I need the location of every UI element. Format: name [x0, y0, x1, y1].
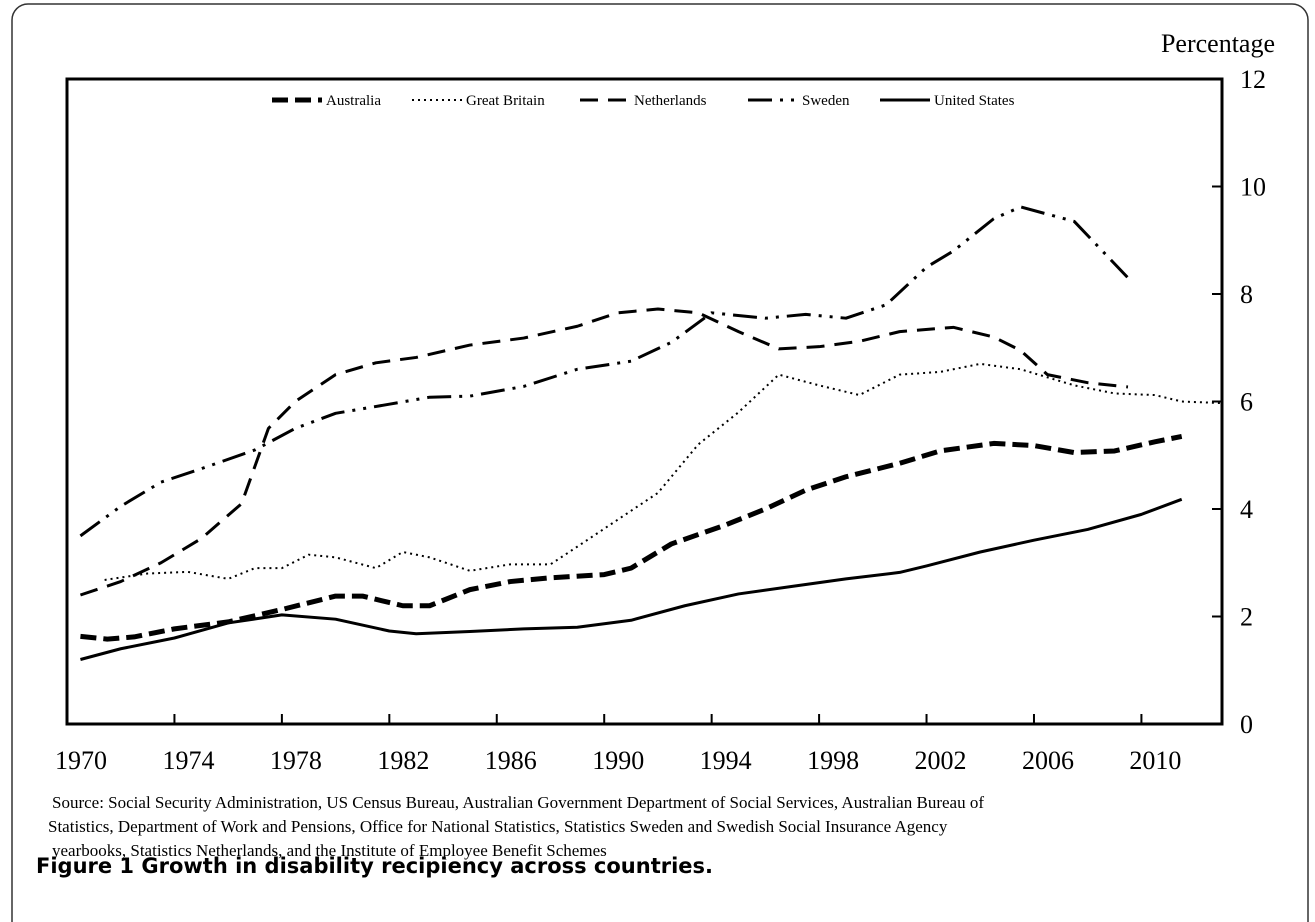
y-tick-label: 0 — [1240, 710, 1253, 739]
x-tick-label: 1986 — [485, 746, 537, 775]
y-tick-label: 12 — [1240, 65, 1266, 94]
x-tick-label: 2010 — [1129, 746, 1181, 775]
series-line — [80, 433, 1183, 642]
source-note: Statistics, Department of Work and Pensi… — [48, 817, 948, 836]
y-tick-label: 10 — [1240, 173, 1266, 202]
y-tick-label: 6 — [1240, 388, 1253, 417]
x-tick-label: 1990 — [592, 746, 644, 775]
x-tick-label: 1970 — [55, 746, 107, 775]
x-tick-label: 1974 — [162, 746, 214, 775]
legend-label: Sweden — [802, 93, 850, 109]
legend-label: United States — [934, 93, 1015, 109]
source-note: yearbooks, Statistics Netherlands, and t… — [52, 841, 607, 860]
legend-label: Australia — [326, 93, 381, 109]
x-tick-label: 2002 — [915, 746, 967, 775]
source-note: Source: Social Security Administration, … — [52, 793, 984, 812]
y-tick-label: 4 — [1240, 495, 1253, 524]
x-tick-label: 1998 — [807, 746, 859, 775]
legend-label: Netherlands — [634, 93, 707, 109]
series-line — [79, 205, 1130, 538]
x-tick-label: 1994 — [700, 746, 752, 775]
legend-label: Great Britain — [466, 93, 545, 109]
caption: Figure 1 Growth in disability recipiency… — [36, 854, 713, 878]
frame — [11, 3, 1309, 922]
series-line — [104, 362, 1223, 581]
series-line — [80, 497, 1183, 661]
series-line — [79, 307, 1129, 597]
y-axis-label: Percentage — [1161, 29, 1275, 58]
x-tick-label: 2006 — [1022, 746, 1074, 775]
y-tick-label: 8 — [1240, 280, 1253, 309]
y-tick-label: 2 — [1240, 603, 1253, 632]
x-tick-label: 1982 — [377, 746, 429, 775]
x-tick-label: 1978 — [270, 746, 322, 775]
plot-area — [65, 77, 1224, 726]
